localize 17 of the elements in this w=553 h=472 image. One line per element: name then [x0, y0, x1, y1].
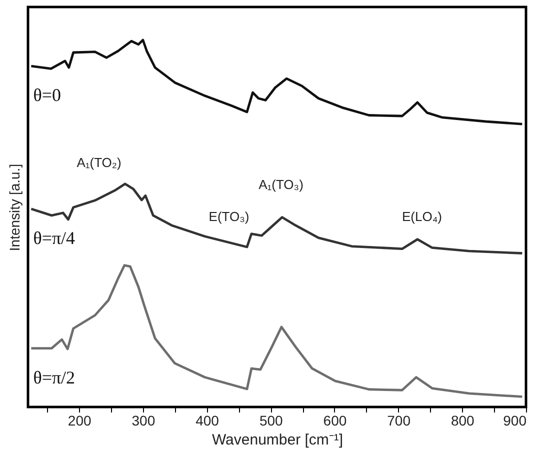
x-tick-label: 400 [196, 412, 220, 428]
annotation: A₁(TO₃) [258, 177, 304, 192]
x-tick-label: 300 [132, 412, 156, 428]
x-tick-label: 900 [503, 412, 527, 428]
x-tick-label: 800 [450, 412, 475, 428]
x-axis-title: Wavenumber [cm⁻¹] [212, 432, 344, 448]
series-label: θ=π/4 [33, 228, 76, 248]
x-tick-label: 200 [68, 412, 92, 428]
series-label: θ=0 [33, 85, 61, 106]
series-label: θ=π/2 [33, 367, 76, 388]
x-tick-label: 500 [259, 412, 284, 428]
annotation: A₁(TO₂) [76, 155, 122, 170]
y-axis-title: Intensity [a.u.] [6, 164, 22, 252]
annotation: E(LO₄) [402, 209, 442, 224]
x-tick-label: 600 [323, 412, 347, 428]
x-tick-label: 700 [387, 412, 411, 428]
annotation: E(TO₃) [208, 209, 250, 224]
